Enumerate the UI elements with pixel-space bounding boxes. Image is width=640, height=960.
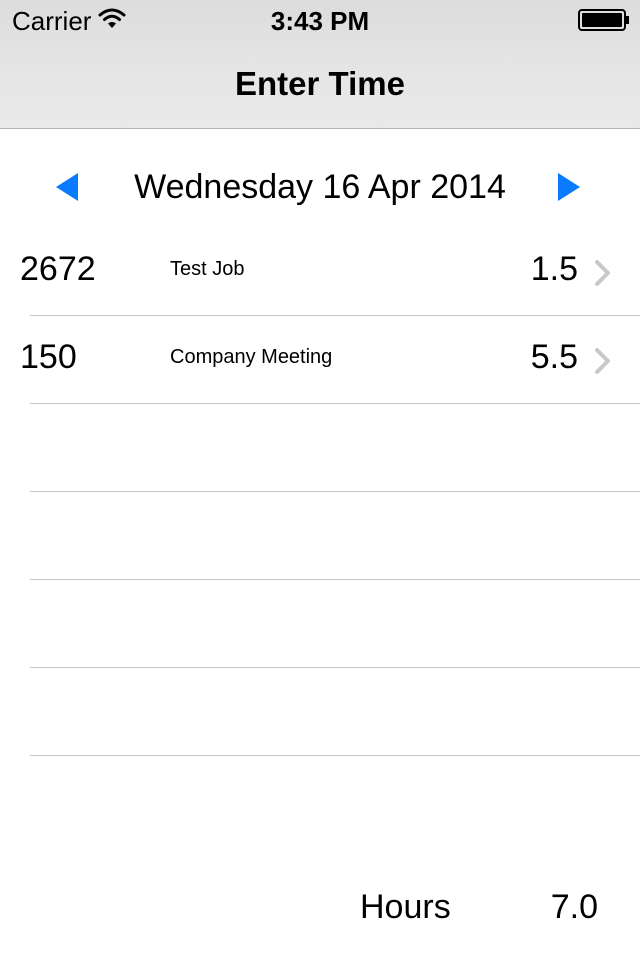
battery-icon	[578, 9, 629, 31]
triangle-left-icon[interactable]	[56, 173, 78, 201]
wifi-icon	[98, 8, 126, 28]
table-row[interactable]: 150 Company Meeting 5.5	[0, 316, 640, 404]
navigation-bar: Carrier 3:43 PM Enter Time	[0, 0, 640, 129]
row-divider	[30, 403, 640, 404]
row-divider	[30, 667, 640, 668]
row-divider	[30, 491, 640, 492]
hours-total-value: 7.0	[550, 888, 598, 926]
status-time: 3:43 PM	[270, 6, 370, 36]
empty-row[interactable]	[0, 492, 640, 580]
time-entries-table: 2672 Test Job 1.5 150 Company Meeting 5.…	[0, 228, 640, 756]
chevron-right-icon	[595, 260, 610, 286]
date-label: Wednesday 16 Apr 2014	[134, 168, 506, 206]
triangle-right-icon[interactable]	[558, 173, 580, 201]
hours-total-label: Hours	[360, 888, 451, 926]
job-hours: 1.5	[530, 250, 578, 288]
page-title: Enter Time	[235, 65, 405, 102]
row-divider	[30, 755, 640, 756]
carrier-label: Carrier	[12, 6, 92, 36]
job-number: 2672	[20, 250, 96, 288]
job-number: 150	[20, 338, 77, 376]
row-divider	[30, 315, 640, 316]
date-selector: Wednesday 16 Apr 2014	[0, 162, 640, 212]
status-bar: Carrier 3:43 PM	[0, 0, 640, 40]
row-divider	[30, 579, 640, 580]
empty-row[interactable]	[0, 580, 640, 668]
empty-row[interactable]	[0, 404, 640, 492]
chevron-right-icon	[595, 348, 610, 374]
job-name: Test Job	[170, 258, 245, 280]
job-name: Company Meeting	[170, 346, 333, 368]
job-hours: 5.5	[530, 338, 578, 376]
table-row[interactable]: 2672 Test Job 1.5	[0, 228, 640, 316]
empty-row[interactable]	[0, 668, 640, 756]
